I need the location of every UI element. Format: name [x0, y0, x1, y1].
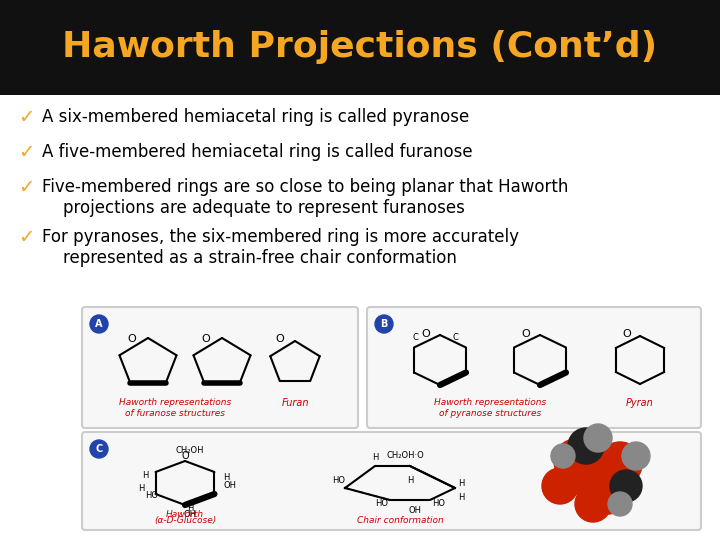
- Text: O: O: [422, 329, 431, 339]
- Text: HO: HO: [145, 491, 158, 500]
- Text: H: H: [372, 453, 378, 462]
- Text: ✓: ✓: [18, 228, 35, 247]
- Text: Pyran: Pyran: [626, 398, 654, 408]
- Text: H: H: [142, 471, 148, 480]
- Text: H: H: [186, 504, 193, 513]
- Text: Haworth representations
of pyranose structures: Haworth representations of pyranose stru…: [434, 398, 546, 418]
- FancyBboxPatch shape: [82, 307, 358, 428]
- Text: C: C: [452, 333, 458, 342]
- Text: O: O: [623, 329, 631, 339]
- Circle shape: [90, 315, 108, 333]
- Text: (α-D-Glucose): (α-D-Glucose): [154, 516, 216, 525]
- Text: B: B: [380, 319, 387, 329]
- Text: C: C: [95, 444, 103, 454]
- Circle shape: [610, 470, 642, 502]
- Text: OH: OH: [223, 481, 236, 490]
- FancyBboxPatch shape: [367, 307, 701, 428]
- Text: O: O: [127, 334, 136, 344]
- Text: Furan: Furan: [282, 398, 309, 408]
- Text: Haworth: Haworth: [166, 510, 204, 519]
- Text: OH: OH: [408, 506, 421, 515]
- Text: HO: HO: [432, 499, 445, 508]
- Text: ✓: ✓: [18, 108, 35, 127]
- Text: H: H: [458, 493, 464, 502]
- Circle shape: [551, 444, 575, 468]
- Bar: [0, 0, 720, 95]
- Text: H: H: [223, 473, 230, 482]
- Text: O: O: [202, 334, 210, 344]
- Circle shape: [90, 440, 108, 458]
- Text: Chair conformation: Chair conformation: [356, 516, 444, 525]
- Text: CH₂OH·O: CH₂OH·O: [386, 451, 424, 460]
- Text: Haworth Projections (Cont’d): Haworth Projections (Cont’d): [63, 30, 657, 64]
- FancyBboxPatch shape: [82, 432, 701, 530]
- Text: O: O: [521, 329, 531, 339]
- Text: H: H: [407, 476, 413, 485]
- Circle shape: [570, 448, 626, 504]
- Text: OH: OH: [184, 510, 197, 519]
- Text: ✓: ✓: [18, 178, 35, 197]
- Circle shape: [622, 442, 650, 470]
- Circle shape: [568, 428, 604, 464]
- Text: ✓: ✓: [18, 143, 35, 162]
- Circle shape: [554, 439, 598, 483]
- Circle shape: [598, 442, 642, 486]
- Circle shape: [608, 492, 632, 516]
- Text: HO: HO: [332, 476, 345, 485]
- Text: Five-membered rings are so close to being planar that Haworth
    projections ar: Five-membered rings are so close to bein…: [42, 178, 568, 217]
- Circle shape: [375, 315, 393, 333]
- Text: A: A: [95, 319, 103, 329]
- Circle shape: [588, 474, 628, 514]
- Text: CH₂OH: CH₂OH: [176, 446, 204, 455]
- Text: HO: HO: [375, 499, 388, 508]
- Text: A five-membered hemiacetal ring is called furanose: A five-membered hemiacetal ring is calle…: [42, 143, 472, 161]
- Text: O: O: [181, 451, 189, 461]
- Circle shape: [584, 424, 612, 452]
- Text: O: O: [276, 334, 284, 344]
- Text: C: C: [412, 333, 418, 342]
- Text: H: H: [458, 479, 464, 488]
- Text: H: H: [138, 484, 144, 493]
- Circle shape: [575, 486, 611, 522]
- Text: For pyranoses, the six-membered ring is more accurately
    represented as a str: For pyranoses, the six-membered ring is …: [42, 228, 519, 267]
- Text: Haworth representations
of furanose structures: Haworth representations of furanose stru…: [119, 398, 231, 418]
- Text: A six-membered hemiacetal ring is called pyranose: A six-membered hemiacetal ring is called…: [42, 108, 469, 126]
- Circle shape: [542, 468, 578, 504]
